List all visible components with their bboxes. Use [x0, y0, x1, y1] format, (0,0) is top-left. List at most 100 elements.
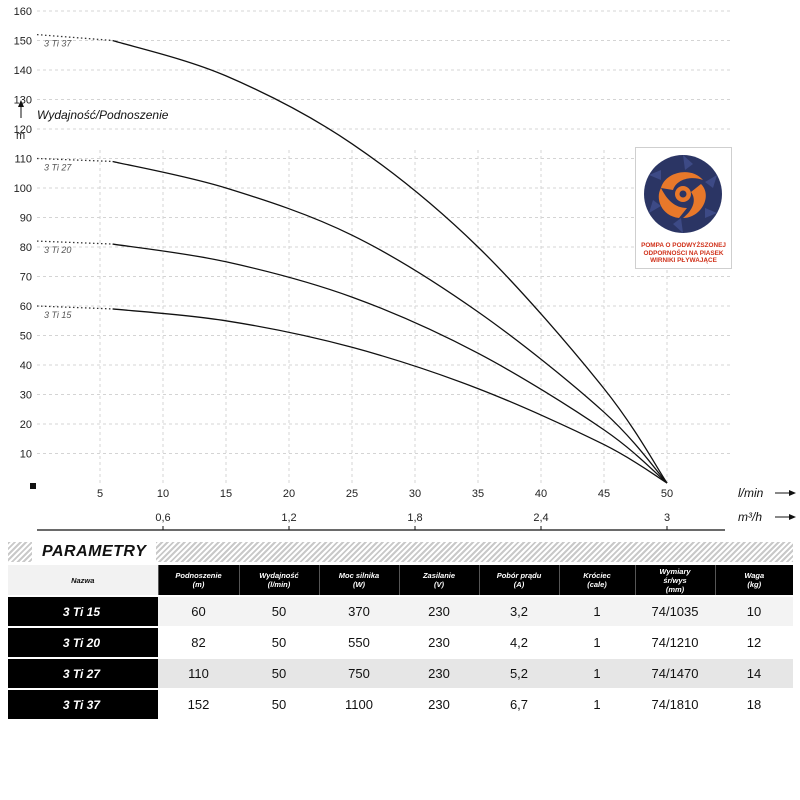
y-tick-label: 120: [14, 124, 32, 136]
row-name: 3 Ti 20: [8, 626, 158, 658]
cell-pobor: 3,2: [479, 595, 559, 627]
cell-krociec: 1: [559, 688, 635, 719]
header-wydajnosc: Wydajność (l/min): [238, 565, 319, 596]
cell-wydajnosc: 50: [239, 657, 319, 689]
x-tick-label: 50: [661, 488, 673, 500]
cell-pobor: 5,2: [479, 657, 559, 689]
pump-curve-chart: 10 20 30 40 50 60 70 80 90 100 110 120 130 140 150 160 5…: [14, 6, 796, 531]
cell-moc: 1100: [319, 688, 399, 719]
series-curve: [112, 243, 668, 484]
series-curve: [112, 160, 668, 484]
header-wymiary: Wymiary śr/wys (mm): [634, 565, 715, 596]
y-tick-label: 90: [20, 213, 32, 225]
header-zasilanie: Zasilanie (V): [398, 565, 479, 596]
header-pobor: Pobór prądu (A): [478, 565, 559, 596]
params-header-row: Nazwa Podnoszenie (m) Wydajność (l/min) Mo…: [8, 565, 793, 596]
cell-waga: 14: [715, 657, 793, 689]
header-krociec: Króciec (cale): [558, 565, 635, 596]
cell-moc: 550: [319, 626, 399, 658]
curve-leadin: [36, 33, 113, 42]
y-axis-unit: m: [16, 130, 25, 142]
row-name: 3 Ti 15: [8, 595, 158, 627]
y-tick-label: 10: [20, 449, 32, 461]
cell-wymiary: 74/1810: [635, 688, 715, 719]
cell-waga: 12: [715, 626, 793, 658]
y-tick-label: 30: [20, 390, 32, 402]
cell-podnoszenie: 110: [158, 657, 239, 689]
secondary-tick-label: 0,6: [155, 512, 170, 524]
cell-wymiary: 74/1210: [635, 626, 715, 658]
cell-wydajnosc: 50: [239, 595, 319, 627]
series-label: 3 Ti 37: [44, 39, 72, 49]
table-row: 3 Ti 37 152 50 1100 230 6,7 1 74/1810 18: [8, 688, 793, 719]
chart-axes: [18, 100, 796, 531]
chart-curves: [36, 33, 668, 484]
impeller-icon: [644, 155, 722, 233]
y-tick-label: 100: [14, 183, 32, 195]
table-row: 3 Ti 27 110 50 750 230 5,2 1 74/1470 14: [8, 657, 793, 689]
cell-zasilanie: 230: [399, 626, 479, 658]
cell-krociec: 1: [559, 626, 635, 658]
x-tick-label: 15: [220, 488, 232, 500]
table-row: 3 Ti 20 82 50 550 230 4,2 1 74/1210 12: [8, 626, 793, 658]
y-tick-label: 50: [20, 331, 32, 343]
chart-grid: [37, 10, 730, 483]
x-tick-label: 45: [598, 488, 610, 500]
cell-pobor: 6,7: [479, 688, 559, 719]
y-tick-label: 70: [20, 272, 32, 284]
y-tick-label: 20: [20, 419, 32, 431]
cell-podnoszenie: 152: [158, 688, 239, 719]
header-moc: Moc silnika (W): [318, 565, 399, 596]
x-tick-label: 35: [472, 488, 484, 500]
logo-caption-line: ODPORNOŚCI NA PIASEK: [643, 249, 724, 257]
y-tick-label: 160: [14, 6, 32, 18]
cell-wydajnosc: 50: [239, 626, 319, 658]
x-tick-label: 10: [157, 488, 169, 500]
series-label: 3 Ti 20: [44, 245, 71, 255]
y-tick-label: 80: [20, 242, 32, 254]
params-title: PARAMETRY: [32, 542, 157, 562]
curve-leadin: [36, 240, 113, 245]
x-tick-label: 40: [535, 488, 547, 500]
x-axis-arrowhead: [789, 490, 796, 496]
secondary-axis-unit: m³/h: [738, 510, 762, 524]
logo-caption: POMPA O PODWYŻSZONEJ ODPORNOŚCI NA PIASE…: [636, 242, 731, 265]
series-label: 3 Ti 15: [44, 310, 72, 320]
y-axis-title: Wydajność/Podnoszenie: [37, 108, 169, 122]
cell-zasilanie: 230: [399, 595, 479, 627]
cell-krociec: 1: [559, 595, 635, 627]
row-name: 3 Ti 37: [8, 688, 158, 719]
cell-wymiary: 74/1470: [635, 657, 715, 689]
cell-krociec: 1: [559, 657, 635, 689]
header-waga: Waga (kg): [714, 565, 793, 596]
series-curve: [112, 308, 668, 484]
y-axis-arrowhead: [18, 100, 24, 107]
x-tick-label: 5: [97, 488, 103, 500]
x-axis-unit: l/min: [738, 486, 764, 500]
series-label: 3 Ti 27: [44, 163, 72, 173]
cell-wymiary: 74/1035: [635, 595, 715, 627]
secondary-axis-arrowhead: [789, 514, 796, 520]
secondary-tick-label: 2,4: [533, 512, 548, 524]
cell-moc: 750: [319, 657, 399, 689]
series-curve: [112, 39, 668, 484]
x-tick-label: 20: [283, 488, 295, 500]
y-tick-label: 60: [20, 301, 32, 313]
y-tick-label: 150: [14, 36, 32, 48]
cell-waga: 10: [715, 595, 793, 627]
secondary-tick-label: 3: [664, 512, 670, 524]
cell-waga: 18: [715, 688, 793, 719]
curve-leadin: [36, 305, 113, 310]
secondary-tick-label: 1,2: [281, 512, 296, 524]
chart-labels: 10 20 30 40 50 60 70 80 90 100 110 120 130 140 150 160 5…: [14, 6, 764, 524]
curve-leadin: [36, 157, 113, 163]
cell-moc: 370: [319, 595, 399, 627]
table-row: 3 Ti 15 60 50 370 230 3,2 1 74/1035 10: [8, 595, 793, 627]
y-tick-label: 140: [14, 65, 32, 77]
y-tick-label: 110: [14, 154, 32, 166]
row-name: 3 Ti 27: [8, 657, 158, 689]
x-tick-label: 30: [409, 488, 421, 500]
cell-podnoszenie: 60: [158, 595, 239, 627]
params-table: Nazwa Podnoszenie (m) Wydajność (l/min) Mo…: [8, 565, 793, 719]
cell-wydajnosc: 50: [239, 688, 319, 719]
